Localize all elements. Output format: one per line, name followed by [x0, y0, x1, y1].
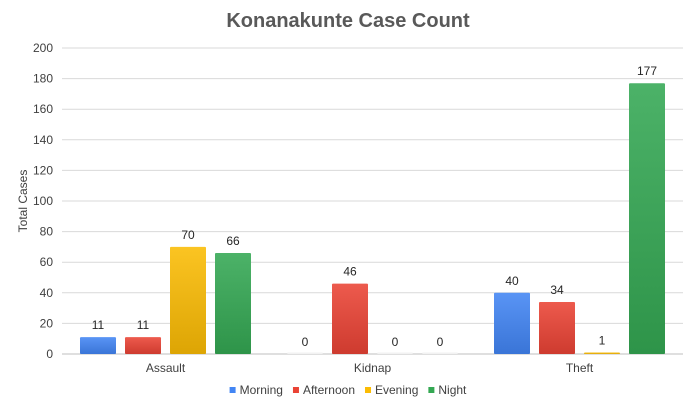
data-label-theft-morning: 40 [505, 274, 519, 288]
x-category-label: Theft [566, 361, 594, 375]
data-label-assault-morning: 11 [92, 318, 105, 332]
data-label-assault-afternoon: 11 [137, 318, 150, 332]
y-tick-label: 200 [33, 41, 53, 55]
x-axis-categories: Assault Kidnap Theft [146, 361, 594, 375]
data-label-kidnap-morning: 0 [302, 335, 309, 349]
y-tick-label: 60 [40, 255, 54, 269]
y-tick-label: 140 [33, 133, 53, 147]
y-tick-label: 100 [33, 194, 53, 208]
bar-theft-afternoon [539, 301, 575, 354]
data-labels: 11 11 70 66 0 46 0 0 40 34 1 177 [92, 64, 658, 349]
legend-swatch-night [428, 387, 435, 393]
data-label-kidnap-afternoon: 46 [343, 265, 357, 279]
y-tick-label: 120 [33, 163, 53, 177]
x-category-label: Kidnap [354, 361, 392, 375]
legend-label-evening: Evening [375, 383, 418, 397]
bar-theft-night [629, 83, 665, 354]
bar-assault-evening [170, 246, 206, 354]
legend: Morning Afternoon Evening Night [229, 383, 467, 397]
legend-swatch-morning [229, 387, 236, 393]
y-axis-label: Total Cases [16, 170, 30, 233]
y-tick-label: 80 [40, 225, 54, 239]
data-label-theft-night: 177 [637, 64, 657, 78]
bar-assault-afternoon [125, 337, 161, 354]
data-label-theft-afternoon: 34 [550, 283, 564, 297]
legend-swatch-afternoon [292, 387, 299, 393]
gridlines [62, 47, 683, 355]
legend-label-night: Night [438, 383, 467, 397]
bars [80, 83, 665, 354]
y-tick-label: 40 [40, 286, 54, 300]
y-tick-label: 0 [46, 347, 53, 361]
legend-label-afternoon: Afternoon [303, 383, 355, 397]
data-label-kidnap-evening: 0 [392, 335, 399, 349]
y-tick-label: 160 [33, 102, 53, 116]
bar-theft-evening [584, 352, 620, 354]
chart-title: Konanakunte Case Count [226, 10, 470, 32]
data-label-kidnap-night: 0 [437, 335, 444, 349]
bar-theft-morning [494, 292, 530, 354]
bar-kidnap-night [422, 352, 458, 354]
bar-assault-night [215, 253, 251, 354]
legend-swatch-evening [365, 387, 372, 393]
legend-label-morning: Morning [240, 383, 283, 397]
x-category-label: Assault [146, 361, 186, 375]
y-tick-label: 20 [40, 316, 54, 330]
bar-kidnap-afternoon [332, 283, 368, 354]
y-axis-ticks: 0 20 40 60 80 100 120 140 160 180 200 [33, 41, 53, 361]
data-label-assault-night: 66 [226, 234, 240, 248]
bar-kidnap-evening [377, 352, 413, 354]
bar-kidnap-morning [287, 352, 323, 354]
data-label-assault-evening: 70 [181, 228, 195, 242]
data-label-theft-evening: 1 [599, 333, 606, 347]
y-tick-label: 180 [33, 72, 53, 86]
bar-assault-morning [80, 337, 116, 354]
